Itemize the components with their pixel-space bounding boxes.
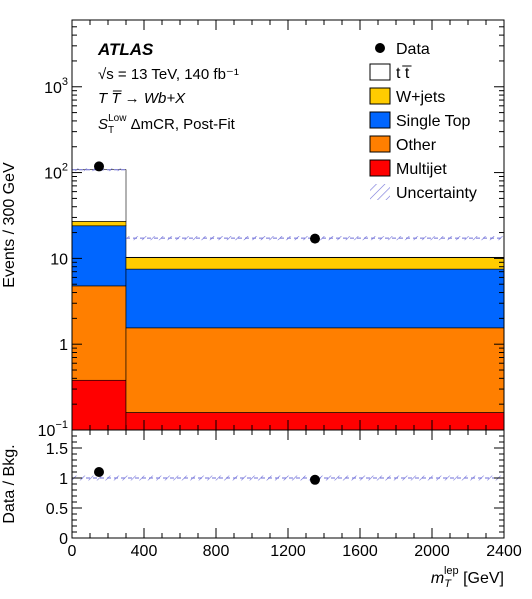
legend-swatch-w-jets xyxy=(369,87,391,105)
top-x-axis-ticks xyxy=(71,20,505,430)
ratio-y-tick-label: 1.5 xyxy=(46,441,68,458)
x-axis-label: mTlep [GeV] xyxy=(431,565,504,590)
top-y-tick-label: 10 xyxy=(50,251,68,268)
process-label: T T̅ → Wb+X xyxy=(98,90,186,107)
legend-swatch-data xyxy=(375,43,385,53)
x-tick-label: 0 xyxy=(68,543,77,560)
ratio-uncertainty-fill xyxy=(72,475,504,481)
x-tick-label: 2000 xyxy=(414,543,450,560)
legend-label-uncertainty: Uncertainty xyxy=(396,185,477,202)
x-tick-label: 2400 xyxy=(486,543,522,560)
legend-label-data: Data xyxy=(396,41,430,58)
x-label-unit: [GeV] xyxy=(459,570,504,587)
top-y-tick-label: 103 xyxy=(44,76,68,97)
ratio-data-points xyxy=(94,467,320,485)
top-y-axis-label: Events / 300 GeV xyxy=(1,162,18,288)
bar-multijet-bin0 xyxy=(71,379,127,431)
top-panel: 10−1 1 10 102 103 Events / 300 GeV ATLAS √s … xyxy=(1,19,505,440)
region-label: STLow ΔmCR, Post-Fit xyxy=(98,113,236,136)
legend: Data t t̅ W+jets Single Top Other Multijet Unc… xyxy=(369,41,477,202)
ratio-y-axis-ticks: 0 0.5 1 1.5 xyxy=(46,429,504,548)
data-point-1 xyxy=(310,233,320,244)
top-y-tick-label: 102 xyxy=(44,162,68,183)
ratio-y-tick-label: 0.5 xyxy=(46,501,68,518)
legend-label-other: Other xyxy=(396,137,437,154)
x-label-sup: lep xyxy=(444,565,459,577)
bar-single-top-bin0 xyxy=(71,225,127,287)
x-tick-label: 1600 xyxy=(342,543,378,560)
bar-other-bin0 xyxy=(71,285,127,381)
ratio-x-axis-ticks: 0 400 800 1200 1600 2000 2400 xyxy=(68,430,522,560)
data-points xyxy=(94,161,320,244)
legend-swatch-uncertainty xyxy=(370,184,390,200)
legend-swatch-other xyxy=(369,135,391,153)
x-label-main: m xyxy=(431,570,444,587)
legend-label-single-top: Single Top xyxy=(396,113,471,130)
uncertainty-band xyxy=(72,168,504,241)
ratio-y-axis-label: Data / Bkg. xyxy=(1,444,18,523)
legend-swatch-t-t xyxy=(369,63,391,81)
x-tick-label: 800 xyxy=(203,543,230,560)
top-y-axis-ticks: 10−1 1 10 102 103 xyxy=(38,19,504,440)
ratio-point-0 xyxy=(94,467,104,477)
top-y-tick-label: 1 xyxy=(59,337,68,354)
legend-swatch-multijet xyxy=(369,159,391,177)
ratio-panel-frame xyxy=(71,429,505,539)
ratio-y-tick-label: 1 xyxy=(59,471,68,488)
energy-lumi-label: √s = 13 TeV, 140 fb⁻¹ xyxy=(98,66,239,83)
ratio-point-1 xyxy=(310,474,320,485)
legend-swatch-single-top xyxy=(369,111,391,129)
data-point-0 xyxy=(94,161,104,172)
x-label-sub: T xyxy=(444,578,452,590)
ratio-panel: 0 0.5 1 1.5 0 400 800 1200 1600 2000 2400 Data / … xyxy=(1,429,522,590)
bar-multijet-bin1 xyxy=(125,412,505,431)
legend-label-w-jets: W+jets xyxy=(396,89,445,106)
ratio-y-tick-label: 0 xyxy=(59,531,68,548)
region-sup: Low xyxy=(108,113,127,124)
region-rest: ΔmCR, Post-Fit xyxy=(126,116,235,133)
ratio-uncertainty-band xyxy=(72,475,504,481)
x-tick-label: 1200 xyxy=(270,543,306,560)
bar-single-top-bin1 xyxy=(125,268,505,329)
x-tick-label: 400 xyxy=(131,543,158,560)
legend-label-t-t: t t̅ xyxy=(396,65,412,82)
region-main: S xyxy=(98,116,108,133)
stacked-histogram xyxy=(71,169,505,431)
atlas-label: ATLAS xyxy=(97,40,154,59)
bar-w-jets-bin1 xyxy=(125,257,505,270)
bar-w-jets-bin0 xyxy=(71,221,127,227)
bar-other-bin1 xyxy=(125,327,505,413)
legend-label-multijet: Multijet xyxy=(396,161,447,178)
bar-ttbar-bin0 xyxy=(71,169,127,222)
region-sub: T xyxy=(108,125,114,136)
top-y-tick-label: 10−1 xyxy=(38,419,68,440)
